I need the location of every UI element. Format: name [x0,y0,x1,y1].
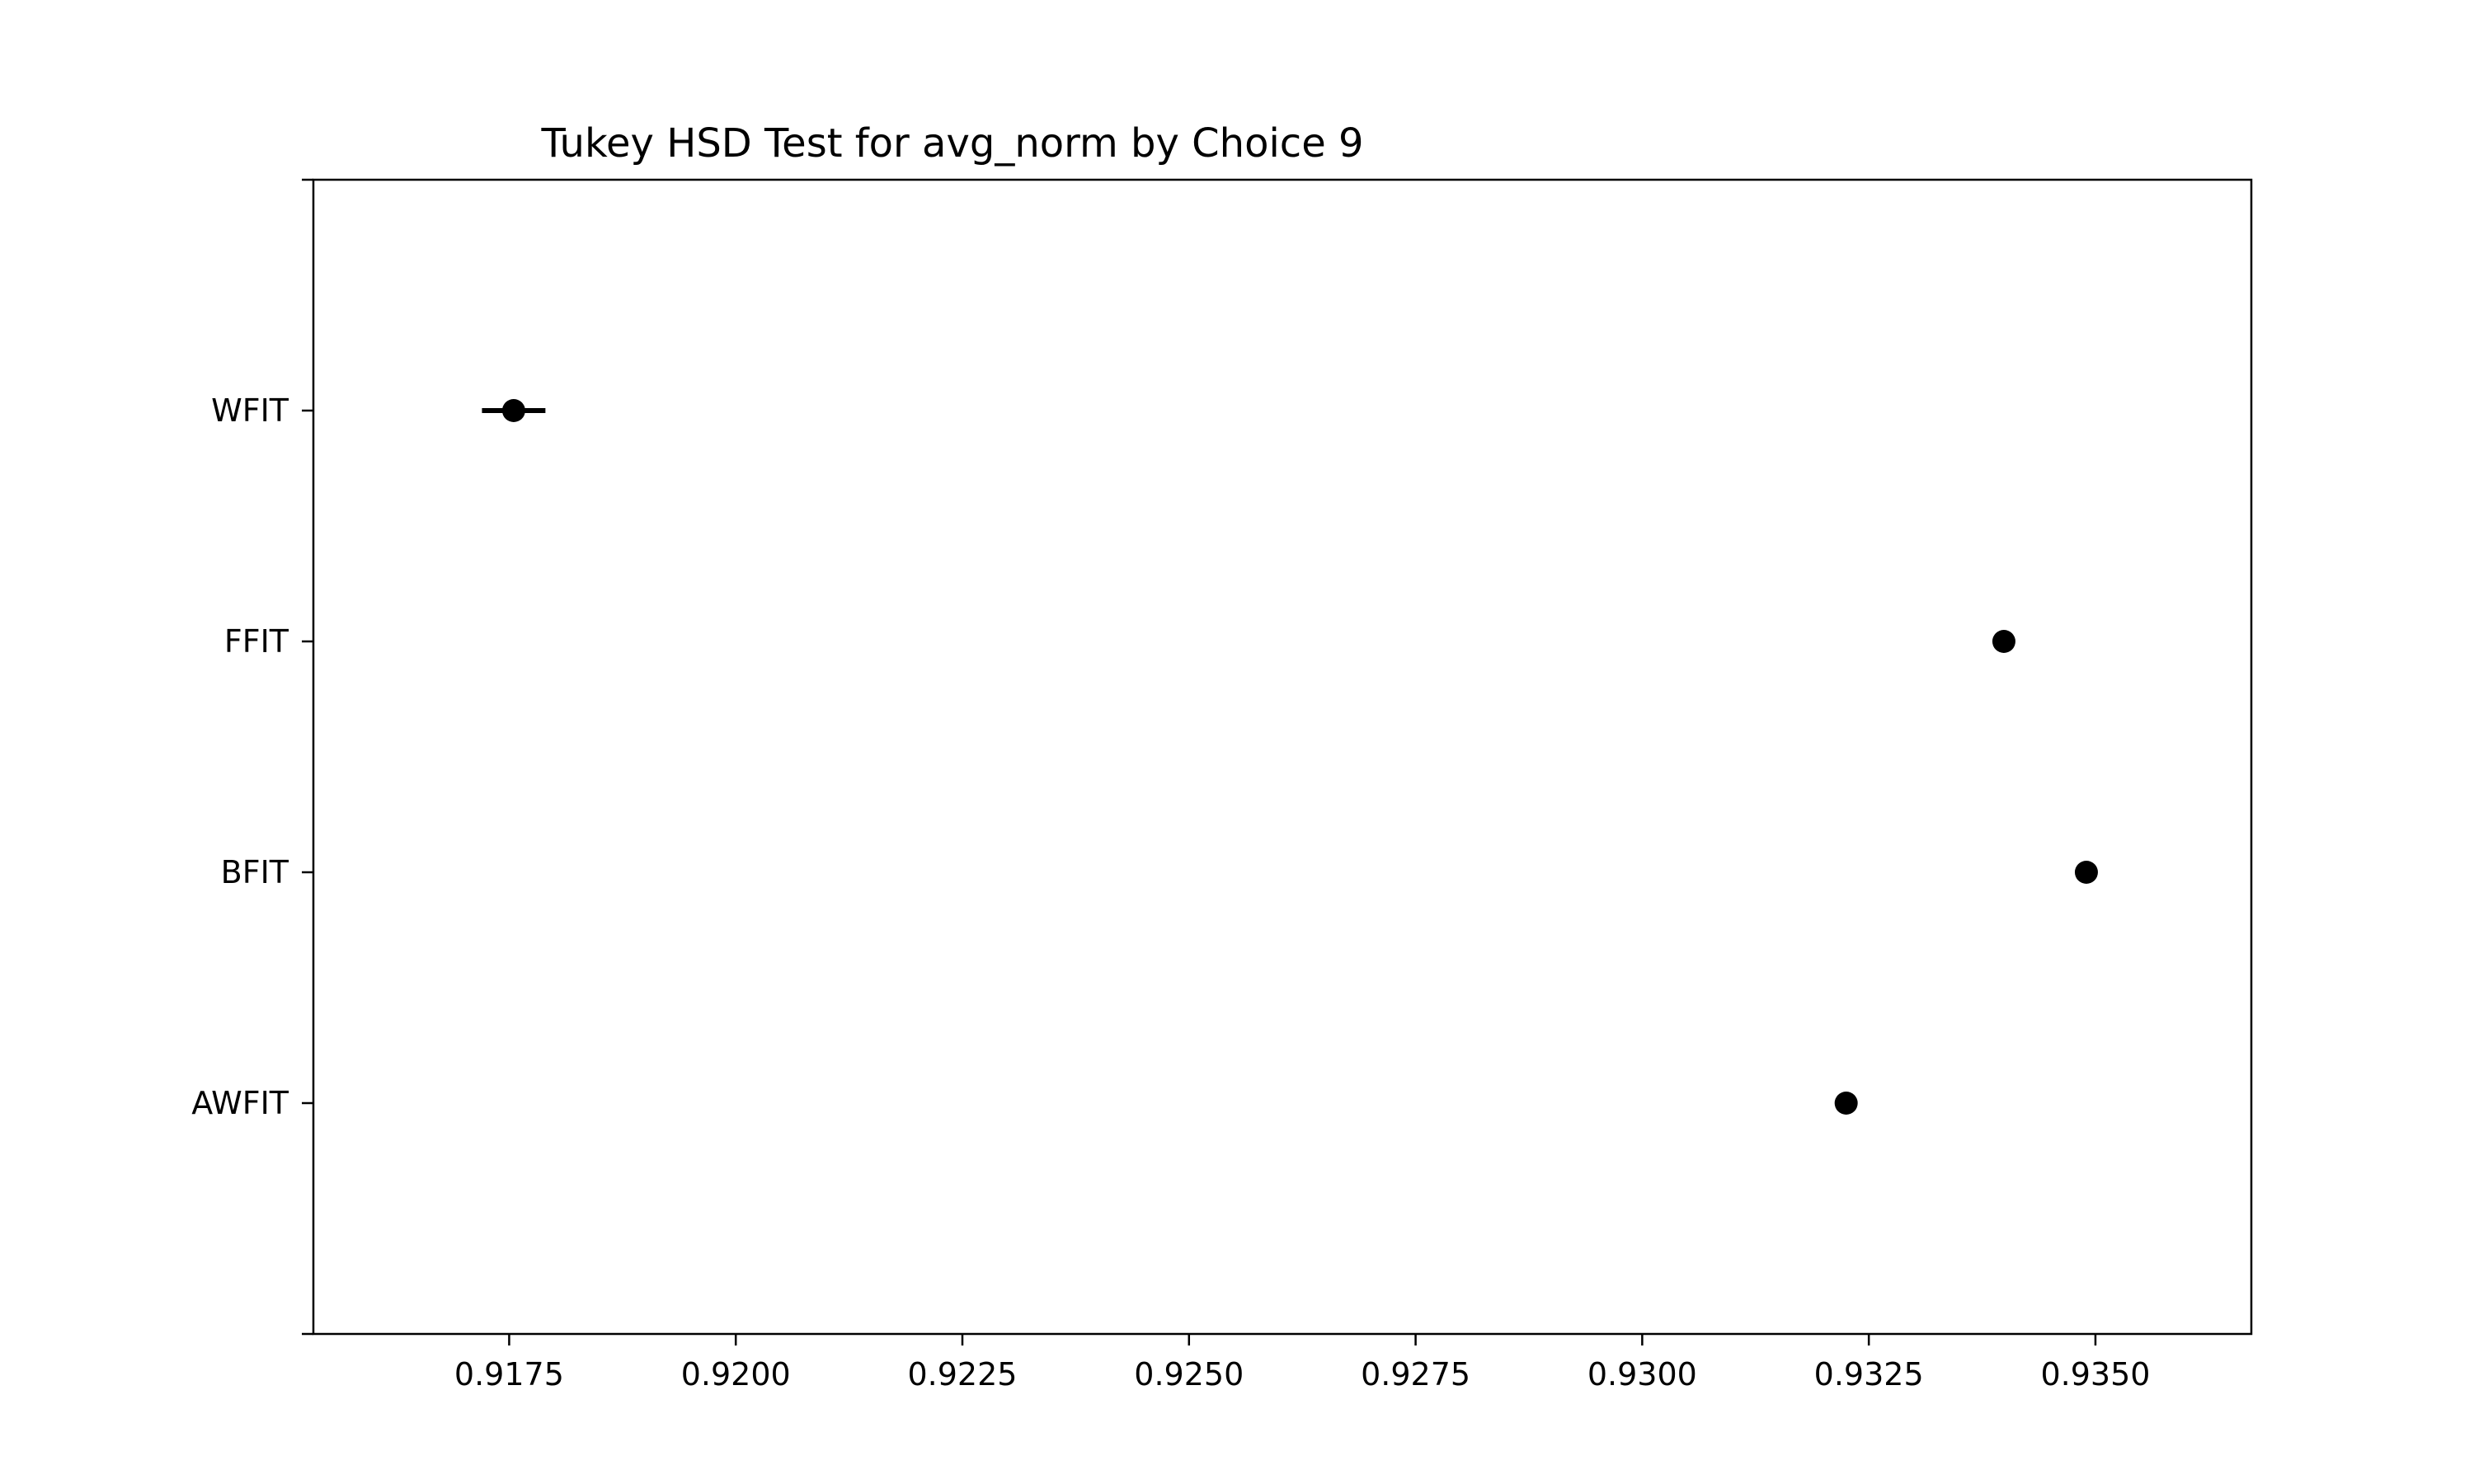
x-tick-label: 0.9175 [454,1356,564,1392]
mean-point [501,399,525,422]
x-tick-label: 0.9275 [1361,1356,1470,1392]
x-tick-label: 0.9300 [1587,1356,1697,1392]
y-axis: WFIT FFIT BFIT AWFIT [191,178,313,1336]
x-tick-label: 0.9200 [681,1356,791,1392]
x-tick-label: 0.9250 [1134,1356,1244,1392]
plot-area-frame [312,178,2253,1336]
mean-point [1834,1092,1858,1115]
x-axis: 0.9175 0.9200 0.9225 0.9250 0.9275 0.9300 0.93… [454,1334,2150,1392]
x-tick-label: 0.9350 [2040,1356,2150,1392]
mean-point [1992,630,2015,653]
chart-title: Tukey HSD Test for avg_norm by Choice 9 [540,120,1363,167]
x-tick-label: 0.9225 [908,1356,1018,1392]
y-tick-label: BFIT [221,854,289,890]
y-tick-label: FFIT [224,623,289,660]
y-tick-label: AWFIT [191,1085,289,1121]
data-marks [482,399,2098,1115]
y-tick-label: WFIT [211,392,289,429]
mean-point [2074,861,2098,884]
x-tick-label: 0.9325 [1814,1356,1924,1392]
